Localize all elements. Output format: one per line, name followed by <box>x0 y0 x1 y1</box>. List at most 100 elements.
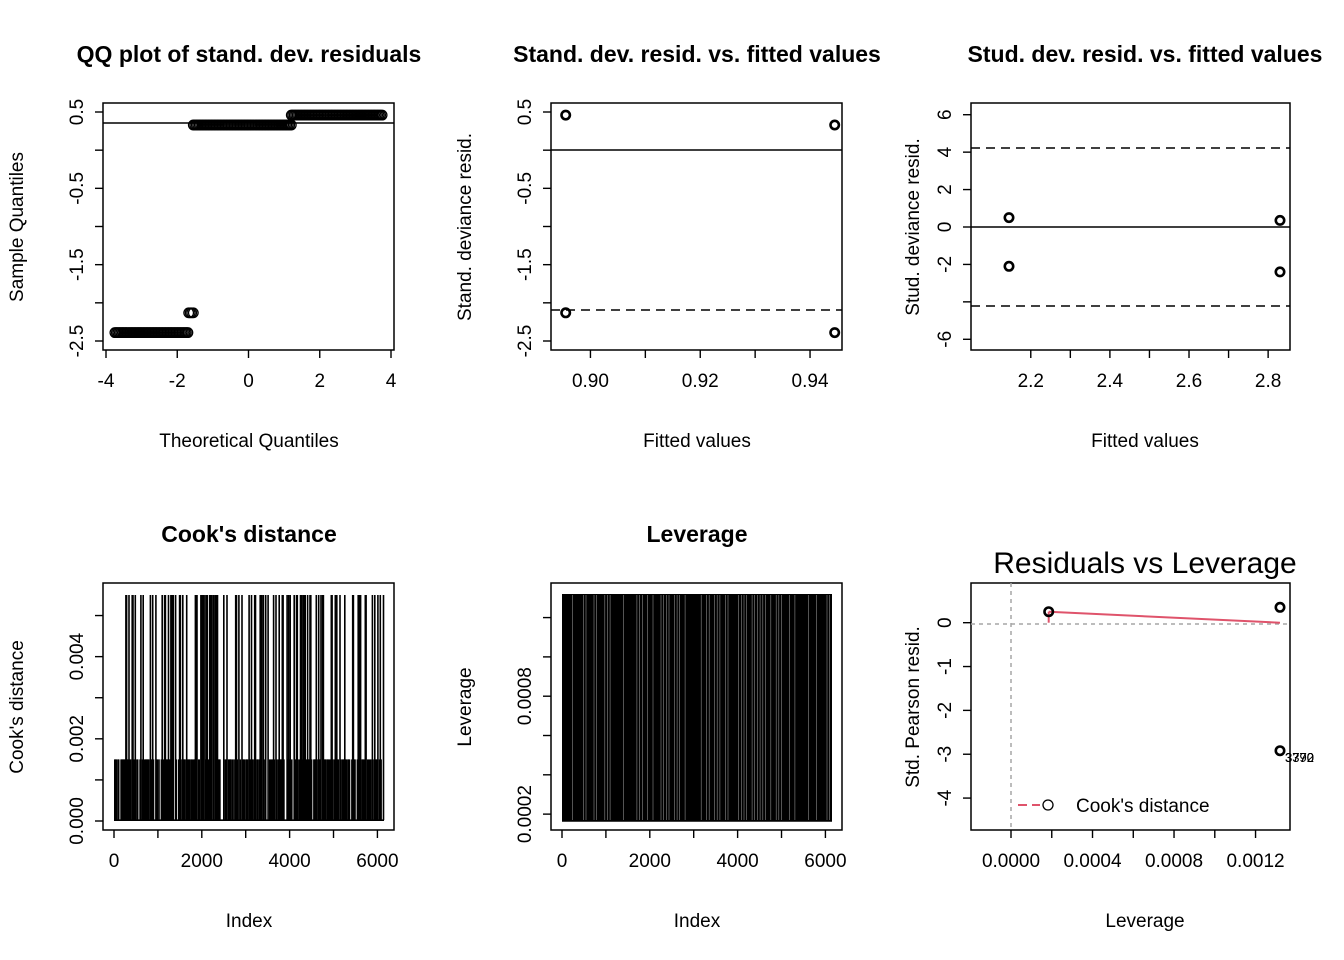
y-tick-label: -2 <box>935 256 956 273</box>
stud-resid-x-axis: 2.2 2.4 2.6 2.8 <box>1018 350 1281 392</box>
cooks-x-label: Index <box>226 911 273 932</box>
y-tick-label: -2.5 <box>67 325 88 358</box>
leverage-title: Leverage <box>646 521 747 547</box>
legend-label: Cook's distance <box>1076 796 1210 817</box>
point-id-label: 3372 <box>1285 750 1314 765</box>
y-tick-label: 0.5 <box>515 99 536 125</box>
leverage-x-label: Index <box>674 911 721 932</box>
leverage-x-axis: 0 2000 4000 6000 <box>557 830 847 872</box>
data-point <box>560 307 572 319</box>
point-id-label: 3770 <box>1285 750 1314 765</box>
data-point <box>1274 266 1286 278</box>
x-tick-label: 2 <box>314 371 325 392</box>
y-tick-label: -1 <box>935 658 956 675</box>
data-point <box>1274 745 1286 757</box>
y-tick-label: 6 <box>935 109 956 120</box>
stand-resid-points <box>560 109 841 339</box>
x-tick-label: 2000 <box>629 851 671 872</box>
data-point <box>1274 601 1286 613</box>
cooks-title: Cook's distance <box>161 521 336 547</box>
point-id-labels: 3372 3770 3790 <box>1285 750 1314 765</box>
leverage-y-label: Leverage <box>455 667 476 746</box>
y-tick-label: 0.0008 <box>515 667 536 725</box>
y-tick-label: -2.5 <box>515 325 536 358</box>
cooks-plot-frame <box>102 582 395 831</box>
qq-y-axis: -2.5 -1.5 -0.5 0.5 <box>67 99 103 358</box>
data-point <box>1043 606 1055 618</box>
qq-x-axis: -4 -2 0 2 4 <box>98 350 397 392</box>
cooks-x-axis: 0 2000 4000 6000 <box>109 830 399 872</box>
x-tick-label: 0.90 <box>572 371 609 392</box>
y-tick-label: -3 <box>935 746 956 763</box>
y-tick-label: 0.5 <box>67 99 88 125</box>
stand-resid-y-axis: -2.5 -1.5 -0.5 0.5 <box>515 99 551 358</box>
data-point <box>1003 212 1015 224</box>
cooks-panel: Cook's distance 0 2000 4000 6000 0.000 0.002… <box>7 521 399 932</box>
x-tick-label: 4000 <box>716 851 758 872</box>
x-tick-label: 0.94 <box>792 371 829 392</box>
y-tick-label: 0.004 <box>67 632 88 680</box>
x-tick-label: 0.0004 <box>1063 851 1122 872</box>
stud-resid-y-label: Stud. deviance resid. <box>903 138 924 315</box>
x-tick-label: 2.8 <box>1255 371 1281 392</box>
resid-leverage-y-axis: -4 -3 -2 -1 0 <box>935 617 971 807</box>
qq-plot-frame <box>102 102 395 351</box>
leverage-bars <box>562 594 832 822</box>
stud-resid-x-label: Fitted values <box>1091 431 1199 452</box>
x-tick-label: -2 <box>169 371 186 392</box>
qq-point <box>182 327 194 339</box>
resid-leverage-x-axis: 0.0000 0.0004 0.0008 0.0012 <box>982 830 1285 872</box>
x-tick-label: 0.0000 <box>982 851 1040 872</box>
qq-y-label: Sample Quantiles <box>7 152 28 302</box>
y-tick-label: 4 <box>935 146 956 157</box>
x-tick-label: 6000 <box>804 851 846 872</box>
y-tick-label: -1.5 <box>67 248 88 281</box>
leverage-y-axis: 0.0002 0.0008 <box>515 616 551 843</box>
data-point <box>829 327 841 339</box>
qq-point <box>376 109 388 121</box>
y-tick-label: -0.5 <box>67 172 88 205</box>
stand-resid-panel: Stand. dev. resid. vs. fitted values 0.9… <box>455 41 881 452</box>
leverage-panel: Leverage 0 2000 4000 6000 0.0002 0.0008 Inde… <box>455 521 847 932</box>
y-tick-label: -4 <box>935 789 956 806</box>
x-tick-label: 0.0012 <box>1226 851 1284 872</box>
legend-point-marker <box>1042 799 1054 811</box>
resid-leverage-y-label: Std. Pearson resid. <box>903 626 924 788</box>
x-tick-label: 2.4 <box>1097 371 1124 392</box>
stand-resid-plot-frame <box>550 102 843 351</box>
smoother-line <box>1048 610 1281 624</box>
x-tick-label: 0.92 <box>682 371 719 392</box>
x-tick-label: 0 <box>557 851 568 872</box>
y-tick-label: -2 <box>935 702 956 719</box>
qq-point <box>187 307 199 319</box>
cooks-y-label: Cook's distance <box>7 640 28 774</box>
x-tick-label: 2.2 <box>1018 371 1044 392</box>
qq-panel: QQ plot of stand. dev. residuals -4 -2 0 2 4… <box>7 41 421 452</box>
resid-leverage-panel: Residuals vs Leverage 0.0000 0.0004 0.0008… <box>903 547 1314 932</box>
data-point <box>829 119 841 131</box>
x-tick-label: 0 <box>109 851 120 872</box>
data-point <box>560 109 572 121</box>
qq-title: QQ plot of stand. dev. residuals <box>77 41 422 67</box>
cooks-bars <box>113 595 385 821</box>
resid-leverage-smoother <box>1047 610 1281 624</box>
x-tick-label: 0 <box>243 371 254 392</box>
x-tick-label: 4 <box>386 371 397 392</box>
stud-resid-panel: Stud. dev. resid. vs. fitted values 2.2 2… <box>903 41 1322 452</box>
y-tick-label: -1.5 <box>515 248 536 281</box>
stand-resid-y-label: Stand. deviance resid. <box>455 133 476 321</box>
stud-resid-y-axis: -6 -2 0 2 4 6 <box>935 109 971 348</box>
resid-leverage-plot-frame <box>970 582 1291 831</box>
qq-points <box>109 109 388 339</box>
stud-resid-points <box>1003 212 1286 278</box>
point-id-label: 3790 <box>1285 750 1314 765</box>
stand-resid-x-label: Fitted values <box>643 431 751 452</box>
y-tick-label: -6 <box>935 331 956 348</box>
y-tick-label: 0.0002 <box>515 785 536 843</box>
qq-x-label: Theoretical Quantiles <box>159 431 339 452</box>
y-tick-label: 0 <box>935 222 956 233</box>
leverage-plot-frame <box>550 582 843 831</box>
cooks-legend: Cook's distance <box>1018 796 1210 817</box>
stand-resid-title: Stand. dev. resid. vs. fitted values <box>513 41 881 67</box>
